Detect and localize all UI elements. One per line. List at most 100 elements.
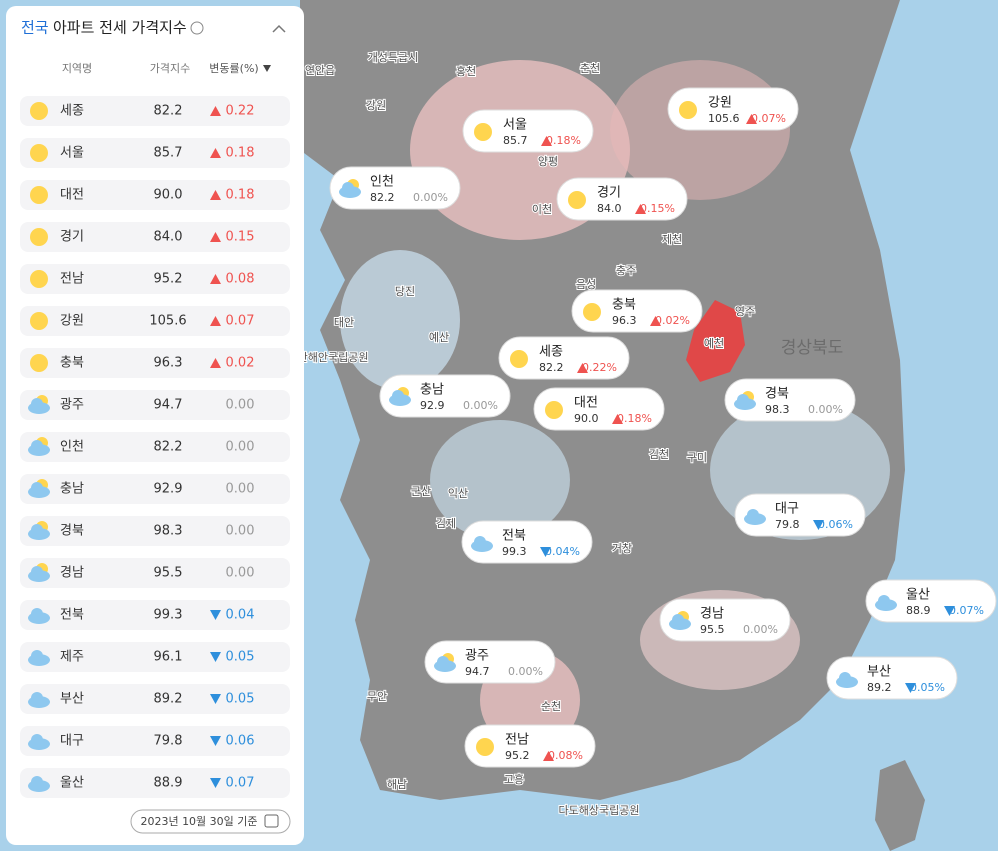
collapse-button[interactable] (272, 24, 286, 33)
callout-change: 0.07% (751, 112, 786, 125)
table-row[interactable]: 울산 88.9 0.07 (20, 768, 290, 798)
table-row[interactable]: 경남 95.5 0.00 (20, 558, 290, 588)
cloud-icon (31, 734, 43, 746)
sort-icon[interactable] (263, 65, 271, 72)
row-bg (20, 600, 290, 630)
table-row[interactable]: 대구 79.8 0.06 (20, 726, 290, 756)
row-bg (20, 348, 290, 378)
table-row[interactable]: 서울 85.7 0.18 (20, 138, 290, 168)
cloud-icon (31, 692, 43, 704)
table-row[interactable]: 인천 82.2 0.00 (20, 432, 290, 462)
callout-region: 충남 (420, 383, 444, 398)
callout-index: 82.2 (370, 191, 395, 204)
table-row[interactable]: 전북 99.3 0.04 (20, 600, 290, 630)
up-arrow (210, 232, 221, 242)
row-bg (20, 432, 290, 462)
place-label: 태안 (334, 316, 354, 329)
table-row[interactable]: 제주 96.1 0.05 (20, 642, 290, 672)
table-row[interactable]: 부산 89.2 0.05 (20, 684, 290, 714)
table-row[interactable]: 충남 92.9 0.00 (20, 474, 290, 504)
callout-region: 부산 (867, 665, 891, 680)
date: 2023년 10월 30일 기준 (140, 814, 257, 828)
place-label: 김제 (436, 517, 456, 530)
help-icon[interactable] (190, 21, 204, 35)
row-bg (20, 558, 290, 588)
callout-change: 0.00% (743, 623, 778, 636)
index-value: 88.9 (154, 776, 183, 791)
cloud-icon (31, 608, 43, 620)
date-pill[interactable] (130, 809, 291, 834)
place-label: 구미 (687, 451, 707, 464)
down-arrow (540, 547, 551, 557)
sun-icon (30, 354, 48, 372)
change-value: 0.00 (226, 482, 255, 497)
table-row[interactable]: 광주 94.7 0.00 (20, 390, 290, 420)
row-bg (20, 138, 290, 168)
callout-index: 95.5 (700, 623, 725, 636)
callout-bg (498, 336, 630, 380)
table: 세종 82.2 0.22 서울 85.7 0.18 대전 90.0 0.18 경기 84.0 0.15… (20, 96, 290, 798)
down-arrow (210, 778, 221, 788)
sun-icon (30, 270, 48, 288)
header[interactable]: 변동률(%) (209, 62, 258, 75)
callout-change: 0.18% (617, 412, 652, 425)
cloud-icon (31, 524, 43, 536)
region-name: 울산 (60, 776, 84, 791)
change-value: 0.00 (226, 566, 255, 581)
side-panel: 전국 아파트 전세 가격지수 지역명 가격지수 변동률(%) 세종 82.2 0.2… (6, 6, 304, 845)
table-row[interactable]: 전남 95.2 0.08 (20, 264, 290, 294)
place-label: 양평 (538, 155, 558, 168)
callout-index: 96.3 (612, 314, 637, 327)
table-row[interactable]: 대전 90.0 0.18 (20, 180, 290, 210)
table-row[interactable]: 충북 96.3 0.02 (20, 348, 290, 378)
table-row[interactable]: 경북 98.3 0.00 (20, 516, 290, 546)
callout-index: 95.2 (505, 749, 530, 762)
sun-icon (568, 191, 586, 209)
callout-bg (571, 289, 703, 333)
callout-change: 0.08% (548, 749, 583, 762)
callout-bg (724, 378, 856, 422)
sun-icon (679, 101, 697, 119)
table-row[interactable]: 세종 82.2 0.22 (20, 96, 290, 126)
up-arrow (612, 414, 623, 424)
callout-region: 전남 (505, 733, 529, 748)
change-value: 0.07 (226, 314, 255, 329)
callout-index: 94.7 (465, 665, 490, 678)
region-name: 경남 (60, 566, 84, 581)
highlight-region (686, 300, 745, 382)
cloud-icon (737, 394, 749, 406)
callout-change: 0.22% (582, 361, 617, 374)
sun-icon (30, 102, 48, 120)
cloud-icon (342, 182, 354, 194)
table-row[interactable]: 강원 105.6 0.07 (20, 306, 290, 336)
row-bg (20, 684, 290, 714)
region-tint (430, 420, 570, 540)
callout-change: 0.06% (818, 518, 853, 531)
callout-region: 경남 (700, 607, 724, 622)
region-name: 세종 (60, 104, 84, 119)
sun-icon (545, 401, 563, 419)
place-label: 해남 (387, 777, 407, 791)
callout-region: 대전 (574, 396, 598, 411)
callout-change: 0.00% (508, 665, 543, 678)
place-label: 예천 (704, 336, 724, 350)
callout-region: 세종 (539, 345, 563, 360)
change-value: 0.02 (226, 356, 255, 371)
table-row[interactable]: 경기 84.0 0.15 (20, 222, 290, 252)
